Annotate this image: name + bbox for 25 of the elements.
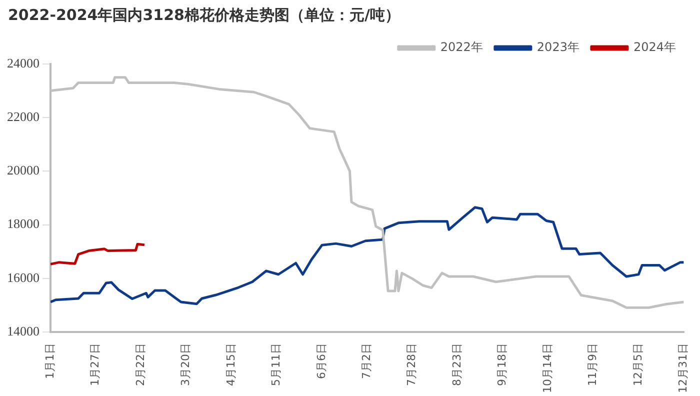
- y-tick-label: 16000: [7, 270, 40, 285]
- legend-label: 2024年: [633, 40, 676, 54]
- y-tick-label: 14000: [7, 323, 40, 338]
- x-tick-label: 8月23日: [450, 343, 464, 386]
- x-tick-label: 12月31日: [676, 343, 690, 394]
- chart-title: 2022-2024年国内3128棉花价格走势图（单位：元/吨）: [8, 6, 400, 25]
- x-tick-label: 4月15日: [224, 343, 238, 386]
- x-tick-label: 10月14日: [540, 343, 554, 394]
- x-tick-label: 11月9日: [586, 343, 600, 386]
- x-tick-label: 3月20日: [179, 343, 192, 386]
- x-tick-label: 1月1日: [43, 343, 56, 380]
- y-tick-label: 20000: [7, 162, 40, 178]
- x-tick-label: 6月6日: [314, 343, 328, 380]
- y-tick-label: 18000: [7, 216, 40, 232]
- x-tick-label: 1月27日: [88, 343, 102, 386]
- x-tick-label: 2月22日: [134, 343, 147, 386]
- y-tick-label: 22000: [7, 109, 40, 124]
- x-tick-label: 12月5日: [631, 343, 644, 386]
- x-tick-label: 7月2日: [360, 343, 374, 380]
- y-tick-label: 24000: [7, 55, 40, 70]
- x-tick-label: 5月11日: [270, 343, 283, 386]
- legend-label: 2022年: [440, 40, 483, 54]
- legend-label: 2023年: [536, 40, 580, 54]
- x-tick-label: 7月28日: [405, 343, 418, 386]
- x-tick-label: 9月18日: [496, 343, 509, 386]
